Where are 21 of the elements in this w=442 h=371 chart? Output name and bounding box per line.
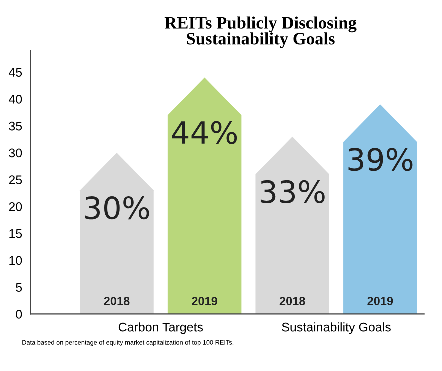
y-tick-label: 20 [9, 202, 22, 212]
chart-title: REITs Publicly Disclosing Sustainability Goals [164, 16, 357, 48]
y-tick-label: 25 [9, 176, 22, 184]
data-label: 33% [260, 180, 325, 204]
y-tick-label: 15 [10, 230, 22, 238]
data-label: 30% [85, 196, 150, 220]
y-tick-label: 10 [10, 256, 22, 266]
data-label: 39% [348, 148, 413, 172]
y-tick-label: 35 [9, 122, 22, 131]
y-tick-label: 0 [16, 310, 22, 319]
series-label: 2019 [192, 297, 218, 306]
text: 2018 [280, 297, 306, 306]
y-tick-label: 30 [9, 148, 22, 158]
y-tick-label: 40 [8, 95, 22, 104]
text: 2019 [368, 297, 394, 306]
series-label: 2018 [104, 297, 130, 306]
x-tick-label: Sustainability Goals [282, 322, 391, 334]
y-tick-label: 5 [16, 283, 22, 292]
y-tick-label: 45 [8, 68, 22, 77]
x-tick-label: Carbon Targets [118, 322, 204, 334]
data-label: 44% [172, 121, 238, 144]
